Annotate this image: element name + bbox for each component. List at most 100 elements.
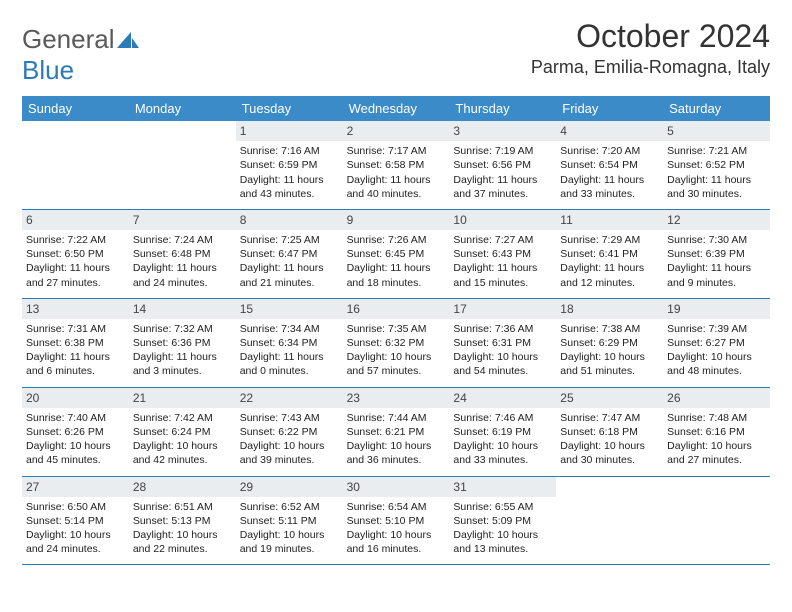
day-cell: 22Sunrise: 7:43 AMSunset: 6:22 PMDayligh… — [236, 388, 343, 476]
sunset-text: Sunset: 6:19 PM — [453, 425, 552, 439]
day-cell: 16 Sunrise: 7:35 AMSunset: 6:32 PMDayligh… — [343, 299, 450, 387]
day-cell: 28Sunrise: 6:51 AMSunset: 5:13 PMDayligh… — [129, 477, 236, 565]
day-cell: 11Sunrise: 7:29 AMSunset: 6:41 PMDayligh… — [556, 210, 663, 298]
daylight-text: Daylight: 10 hours — [26, 528, 125, 542]
daylight-text: Daylight: 10 hours — [453, 528, 552, 542]
day-number: 14 — [129, 299, 236, 319]
day-number: 25 — [556, 388, 663, 408]
logo-sail-icon — [117, 24, 139, 55]
daylight-text: Daylight: 11 hours — [453, 261, 552, 275]
daylight-text: Daylight: 10 hours — [347, 528, 446, 542]
sunrise-text: Sunrise: 6:55 AM — [453, 500, 552, 514]
day-number: 16 — [343, 299, 450, 319]
day-cell: 17Sunrise: 7:36 AMSunset: 6:31 PMDayligh… — [449, 299, 556, 387]
blank-cell — [129, 121, 236, 209]
daylight-text: Daylight: 10 hours — [347, 350, 446, 364]
sunset-text: Sunset: 6:36 PM — [133, 336, 232, 350]
sunset-text: Sunset: 6:21 PM — [347, 425, 446, 439]
sunset-text: Sunset: 5:09 PM — [453, 514, 552, 528]
day-cell: 15Sunrise: 7:34 AMSunset: 6:34 PMDayligh… — [236, 299, 343, 387]
day-headers: SundayMondayTuesdayWednesdayThursdayFrid… — [22, 96, 770, 121]
sunset-text: Sunset: 6:54 PM — [560, 158, 659, 172]
day-cell: 12Sunrise: 7:30 AMSunset: 6:39 PMDayligh… — [663, 210, 770, 298]
day-cell: 4Sunrise: 7:20 AMSunset: 6:54 PMDaylight… — [556, 121, 663, 209]
day-number: 31 — [449, 477, 556, 497]
day-number: 20 — [22, 388, 129, 408]
sunset-text: Sunset: 6:34 PM — [240, 336, 339, 350]
day-number: 21 — [129, 388, 236, 408]
sunrise-text: Sunrise: 6:52 AM — [240, 500, 339, 514]
sunrise-text: Sunrise: 7:29 AM — [560, 233, 659, 247]
daylight-text: Daylight: 11 hours — [667, 261, 766, 275]
daylight-text: and 22 minutes. — [133, 542, 232, 556]
sunset-text: Sunset: 5:14 PM — [26, 514, 125, 528]
daylight-text: Daylight: 10 hours — [560, 350, 659, 364]
daylight-text: and 43 minutes. — [240, 187, 339, 201]
day-cell: 5Sunrise: 7:21 AMSunset: 6:52 PMDaylight… — [663, 121, 770, 209]
sunset-text: Sunset: 6:47 PM — [240, 247, 339, 261]
daylight-text: and 24 minutes. — [26, 542, 125, 556]
daylight-text: Daylight: 10 hours — [453, 350, 552, 364]
day-cell: 24Sunrise: 7:46 AMSunset: 6:19 PMDayligh… — [449, 388, 556, 476]
sunset-text: Sunset: 5:11 PM — [240, 514, 339, 528]
daylight-text: and 54 minutes. — [453, 364, 552, 378]
sunrise-text: Sunrise: 7:32 AM — [133, 322, 232, 336]
sunset-text: Sunset: 6:32 PM — [347, 336, 446, 350]
daylight-text: Daylight: 10 hours — [133, 528, 232, 542]
day-cell: 23Sunrise: 7:44 AMSunset: 6:21 PMDayligh… — [343, 388, 450, 476]
week-row: 6Sunrise: 7:22 AMSunset: 6:50 PMDaylight… — [22, 210, 770, 299]
day-number: 3 — [449, 121, 556, 141]
week-row: 20Sunrise: 7:40 AMSunset: 6:26 PMDayligh… — [22, 388, 770, 477]
sunset-text: Sunset: 6:52 PM — [667, 158, 766, 172]
sunrise-text: Sunrise: 7:31 AM — [26, 322, 125, 336]
daylight-text: and 3 minutes. — [133, 364, 232, 378]
day-cell: 8Sunrise: 7:25 AMSunset: 6:47 PMDaylight… — [236, 210, 343, 298]
blank-cell — [556, 477, 663, 565]
daylight-text: and 21 minutes. — [240, 276, 339, 290]
daylight-text: Daylight: 10 hours — [667, 439, 766, 453]
day-cell: 29Sunrise: 6:52 AMSunset: 5:11 PMDayligh… — [236, 477, 343, 565]
daylight-text: and 16 minutes. — [347, 542, 446, 556]
day-cell: 14Sunrise: 7:32 AMSunset: 6:36 PMDayligh… — [129, 299, 236, 387]
daylight-text: Daylight: 10 hours — [667, 350, 766, 364]
sunrise-text: Sunrise: 7:39 AM — [667, 322, 766, 336]
sunset-text: Sunset: 6:31 PM — [453, 336, 552, 350]
sunrise-text: Sunrise: 7:34 AM — [240, 322, 339, 336]
daylight-text: and 33 minutes. — [560, 187, 659, 201]
sunset-text: Sunset: 6:29 PM — [560, 336, 659, 350]
sunset-text: Sunset: 6:38 PM — [26, 336, 125, 350]
day-cell: 19Sunrise: 7:39 AMSunset: 6:27 PMDayligh… — [663, 299, 770, 387]
sunrise-text: Sunrise: 7:40 AM — [26, 411, 125, 425]
sunrise-text: Sunrise: 7:22 AM — [26, 233, 125, 247]
day-cell: 31 Sunrise: 6:55 AMSunset: 5:09 PMDayligh… — [449, 477, 556, 565]
daylight-text: and 48 minutes. — [667, 364, 766, 378]
week-row: 13Sunrise: 7:31 AMSunset: 6:38 PMDayligh… — [22, 299, 770, 388]
day-number: 23 — [343, 388, 450, 408]
sunrise-text: Sunrise: 7:20 AM — [560, 144, 659, 158]
daylight-text: and 13 minutes. — [453, 542, 552, 556]
sunset-text: Sunset: 6:48 PM — [133, 247, 232, 261]
day-header: Monday — [129, 96, 236, 121]
daylight-text: Daylight: 10 hours — [26, 439, 125, 453]
sunrise-text: Sunrise: 7:17 AM — [347, 144, 446, 158]
title-block: October 2024 Parma, Emilia-Romagna, Ital… — [531, 18, 770, 78]
day-cell: 18Sunrise: 7:38 AMSunset: 6:29 PMDayligh… — [556, 299, 663, 387]
day-number: 26 — [663, 388, 770, 408]
daylight-text: and 19 minutes. — [240, 542, 339, 556]
daylight-text: and 18 minutes. — [347, 276, 446, 290]
daylight-text: Daylight: 10 hours — [240, 528, 339, 542]
day-number: 15 — [236, 299, 343, 319]
sunrise-text: Sunrise: 7:36 AM — [453, 322, 552, 336]
sunrise-text: Sunrise: 7:42 AM — [133, 411, 232, 425]
day-cell: 25Sunrise: 7:47 AMSunset: 6:18 PMDayligh… — [556, 388, 663, 476]
sunset-text: Sunset: 6:18 PM — [560, 425, 659, 439]
header: General Blue October 2024 Parma, Emilia-… — [22, 18, 770, 86]
daylight-text: and 37 minutes. — [453, 187, 552, 201]
logo-word-2: Blue — [22, 55, 74, 85]
sunrise-text: Sunrise: 7:26 AM — [347, 233, 446, 247]
sunrise-text: Sunrise: 6:51 AM — [133, 500, 232, 514]
sunrise-text: Sunrise: 7:48 AM — [667, 411, 766, 425]
day-number: 10 — [449, 210, 556, 230]
day-cell: 21Sunrise: 7:42 AMSunset: 6:24 PMDayligh… — [129, 388, 236, 476]
sunrise-text: Sunrise: 7:35 AM — [347, 322, 446, 336]
